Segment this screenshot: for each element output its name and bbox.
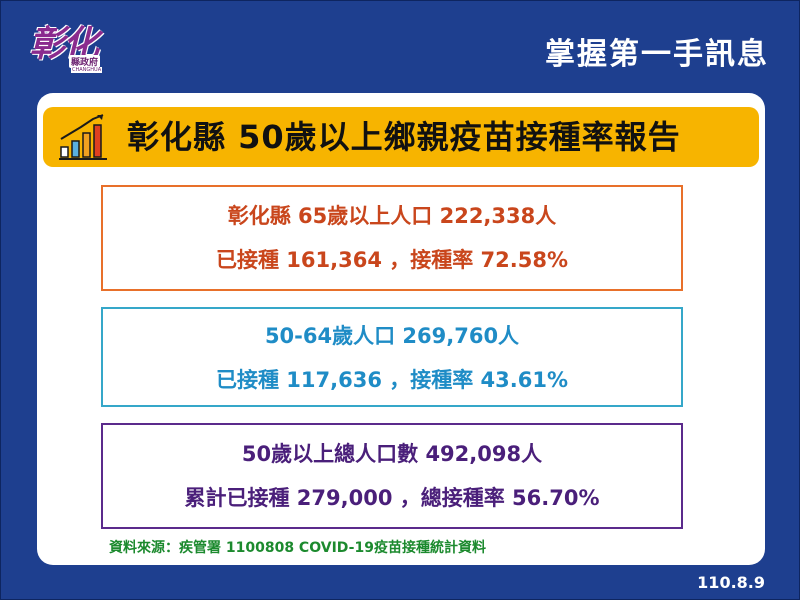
box-50-64-population: 50-64歲人口 269,760人	[264, 324, 520, 348]
logo-text: 彰化	[29, 23, 99, 65]
logo-subtitle: 縣政府	[69, 55, 101, 68]
data-source: 資料來源：疾管署 1100808 COVID-19疫苗接種統計資料	[109, 540, 486, 556]
box-65-plus-vaccination: 已接種 161,364 ，接種率 72.58%	[215, 248, 569, 272]
box-65-plus: 彰化縣 65歲以上人口 222,338人 已接種 161,364 ，接種率 72…	[101, 185, 683, 291]
slide-date: 110.8.9	[697, 573, 765, 592]
box-50-plus-total: 50歲以上總人口數 492,098人 累計已接種 279,000 ，總接種率 5…	[101, 423, 683, 529]
box-65-plus-population: 彰化縣 65歲以上人口 222,338人	[227, 204, 557, 228]
box-50-plus-total-vaccination: 累計已接種 279,000 ，總接種率 56.70%	[184, 486, 600, 510]
header-title: 掌握第一手訊息	[545, 37, 769, 72]
box-50-64: 50-64歲人口 269,760人 已接種 117,636 ，接種率 43.61…	[101, 307, 683, 407]
title-banner: 彰化縣 50歲以上鄉親疫苗接種率報告	[43, 107, 759, 167]
changhua-logo: 彰化 縣政府 CHANGHUA	[29, 15, 115, 75]
content-panel: 彰化縣 50歲以上鄉親疫苗接種率報告 彰化縣 65歲以上人口 222,338人 …	[37, 93, 765, 565]
bar-chart-trend-icon	[59, 114, 107, 160]
box-50-plus-total-population: 50歲以上總人口數 492,098人	[241, 442, 543, 466]
report-title: 彰化縣 50歲以上鄉親疫苗接種率報告	[127, 118, 681, 156]
logo-tiny-text: CHANGHUA	[71, 67, 103, 73]
box-50-64-vaccination: 已接種 117,636 ，接種率 43.61%	[215, 368, 569, 392]
